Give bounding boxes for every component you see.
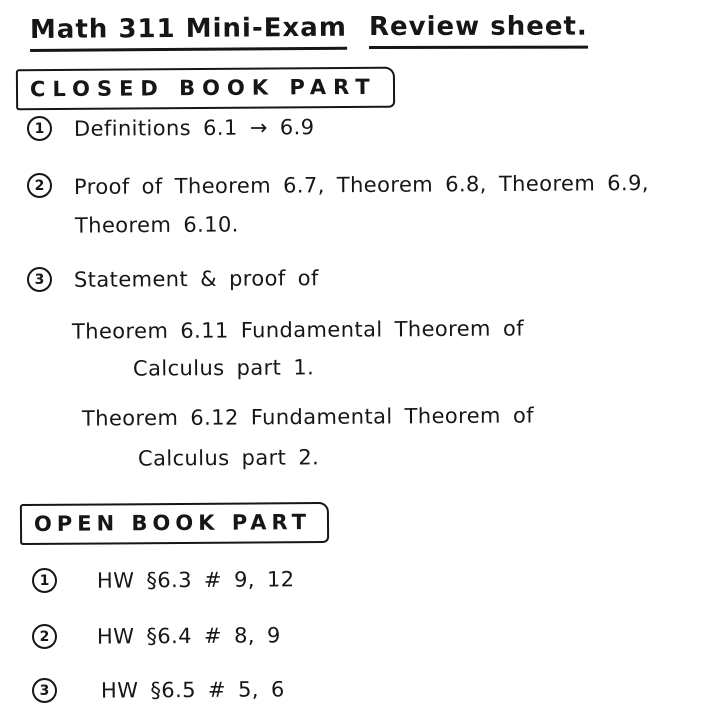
list-item: 3 Statement & proof of — [27, 266, 319, 292]
circled-number: 1 — [27, 116, 52, 141]
theorem-line: Theorem 6.12 Fundamental Theorem of — [81, 403, 535, 431]
list-item: 1 Definitions 6.1 → 6.9 — [27, 115, 315, 141]
title-subject: Review sheet. — [368, 11, 588, 50]
circled-number: 2 — [27, 173, 52, 198]
item-text: HW §6.5 # 5, 6 — [100, 677, 285, 703]
page-title: Math 311 Mini-Exam Review sheet. — [29, 11, 588, 52]
open-book-heading: OPEN BOOK PART — [19, 501, 330, 546]
circled-number: 3 — [27, 267, 52, 292]
item-text-continuation: Theorem 6.10. — [74, 212, 239, 238]
title-course: Math 311 Mini-Exam — [29, 12, 348, 52]
list-item: 1 HW §6.3 # 9, 12 — [32, 567, 295, 593]
circled-number: 2 — [32, 624, 57, 649]
list-item: 2 Proof of Theorem 6.7, Theorem 6.8, The… — [27, 170, 649, 200]
circled-number: 1 — [32, 568, 57, 593]
circled-number: 3 — [32, 678, 57, 703]
theorem-line: Theorem 6.11 Fundamental Theorem of — [71, 316, 525, 344]
theorem-line-continuation: Calculus part 2. — [137, 445, 320, 471]
item-text: Definitions 6.1 → 6.9 — [73, 115, 315, 141]
closed-book-heading: CLOSED BOOK PART — [15, 66, 395, 111]
item-text: HW §6.3 # 9, 12 — [96, 567, 295, 593]
list-item: 3 HW §6.5 # 5, 6 — [32, 677, 285, 703]
item-text: Statement & proof of — [73, 266, 319, 292]
list-item: 2 HW §6.4 # 8, 9 — [32, 623, 281, 649]
theorem-line-continuation: Calculus part 1. — [132, 355, 315, 381]
item-text: HW §6.4 # 8, 9 — [96, 623, 281, 649]
item-text: Proof of Theorem 6.7, Theorem 6.8, Theor… — [73, 170, 649, 200]
